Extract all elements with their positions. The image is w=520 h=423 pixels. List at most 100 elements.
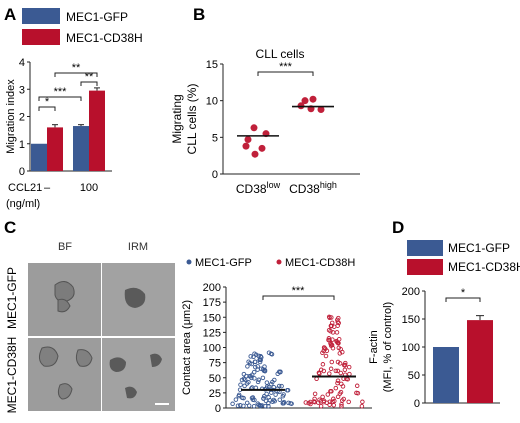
y-tick-label: 150	[203, 312, 221, 324]
significance-bracket	[445, 297, 481, 302]
data-point	[279, 383, 284, 389]
data-point	[346, 364, 352, 370]
data-point	[354, 390, 359, 396]
data-point	[238, 382, 243, 387]
data-point	[261, 394, 267, 399]
data-point	[359, 403, 365, 409]
data-point	[230, 401, 235, 407]
chart-d: 0 50 100 150 200 F-actin (MFI, % of control) *	[368, 286, 500, 410]
data-point	[242, 383, 247, 389]
data-point	[251, 150, 259, 158]
bar	[47, 127, 63, 171]
data-point	[245, 364, 250, 369]
data-point	[323, 353, 329, 359]
y-axis-label: CLL cells (%)	[185, 84, 199, 155]
bar	[31, 143, 47, 171]
y-tick-label: 0	[215, 403, 221, 415]
legend-gfp-dot	[186, 259, 192, 265]
significance-label: **	[85, 71, 94, 83]
legend-gfp-swatch	[22, 8, 60, 24]
y-tick-label: 10	[206, 96, 218, 108]
panel-d-legend: MEC1-GFP MEC1-CD38H	[407, 240, 520, 275]
micrograph-bf-cd38h	[28, 338, 101, 411]
y-tick-label: 0	[414, 398, 420, 410]
y-tick-label: 100	[203, 343, 221, 355]
legend-cd38h-swatch	[407, 259, 443, 275]
data-point	[264, 391, 269, 397]
legend-gfp-label: MEC1-GFP	[66, 10, 128, 24]
data-point	[317, 105, 325, 113]
cell-shape	[54, 281, 75, 302]
ccl21-unit: (ng/ml)	[6, 198, 40, 210]
data-point	[273, 392, 278, 397]
y-tick-label: 150	[402, 314, 420, 326]
data-point	[334, 330, 340, 335]
data-point	[335, 368, 341, 374]
data-point	[266, 403, 271, 409]
cell-shape	[38, 346, 59, 367]
data-point	[321, 345, 327, 350]
data-point	[328, 343, 334, 348]
y-axis-label: Migration index	[5, 79, 17, 154]
data-point	[263, 398, 269, 404]
data-point	[242, 142, 250, 150]
data-point	[247, 360, 253, 366]
data-point	[340, 349, 345, 355]
panel-a-legend: MEC1-GFP MEC1-CD38H	[22, 8, 143, 45]
cell-shape	[75, 349, 93, 367]
panel-b-label: B	[193, 5, 205, 24]
data-point	[246, 403, 252, 408]
data-point	[267, 398, 273, 403]
data-point	[256, 402, 262, 408]
data-point	[233, 397, 239, 402]
data-point	[342, 367, 348, 373]
y-tick-label: 4	[19, 57, 25, 69]
data-point	[360, 399, 365, 405]
data-point	[329, 359, 335, 365]
data-point	[336, 345, 342, 351]
data-point	[281, 392, 286, 397]
data-point	[337, 361, 343, 366]
data-point	[346, 399, 351, 405]
data-point	[248, 354, 253, 359]
data-point	[253, 359, 258, 365]
data-point	[281, 401, 286, 406]
legend-gfp-swatch	[407, 240, 443, 256]
y-axis-label: F-actin	[368, 330, 380, 364]
cell-shape	[57, 298, 71, 313]
y-tick-label: 3	[19, 84, 25, 96]
data-point	[288, 401, 293, 406]
ccl21-label: CCL21	[8, 182, 42, 194]
significance-bracket	[38, 106, 56, 111]
data-point	[250, 124, 258, 132]
chart-b: 0 5 10 15 Migrating CLL cells (%) CD38low CD38h…	[170, 59, 360, 196]
panel-c-label: C	[4, 218, 16, 237]
data-point	[340, 398, 345, 403]
data-point	[331, 396, 336, 402]
data-point	[286, 400, 291, 406]
data-point	[258, 144, 266, 152]
data-point	[324, 348, 330, 354]
panel-c-legend: MEC1-GFP MEC1-CD38H	[186, 257, 355, 269]
data-point	[347, 371, 352, 377]
y-tick-label: 100	[402, 342, 420, 354]
row-label-cd38h: MEC1-CD38H	[5, 337, 19, 414]
y-axis-label: (MFI, % of control)	[382, 302, 394, 392]
chart-c: 0 25 50 75 100 125 150 175 200 Contact area (μm2)…	[181, 282, 372, 415]
data-point	[249, 385, 255, 390]
legend-gfp-label: MEC1-GFP	[195, 257, 252, 269]
data-point	[255, 379, 261, 385]
data-point	[266, 350, 272, 355]
data-point	[251, 354, 256, 360]
data-point	[258, 366, 264, 371]
y-tick-label: 2	[19, 112, 25, 124]
data-point	[255, 364, 260, 369]
data-point	[248, 374, 253, 379]
data-point	[318, 399, 323, 404]
y-tick-label: 5	[212, 132, 218, 144]
data-point	[335, 319, 341, 325]
data-point	[261, 368, 267, 374]
data-point	[277, 397, 283, 402]
scale-bar	[155, 403, 169, 405]
data-point	[343, 360, 348, 366]
